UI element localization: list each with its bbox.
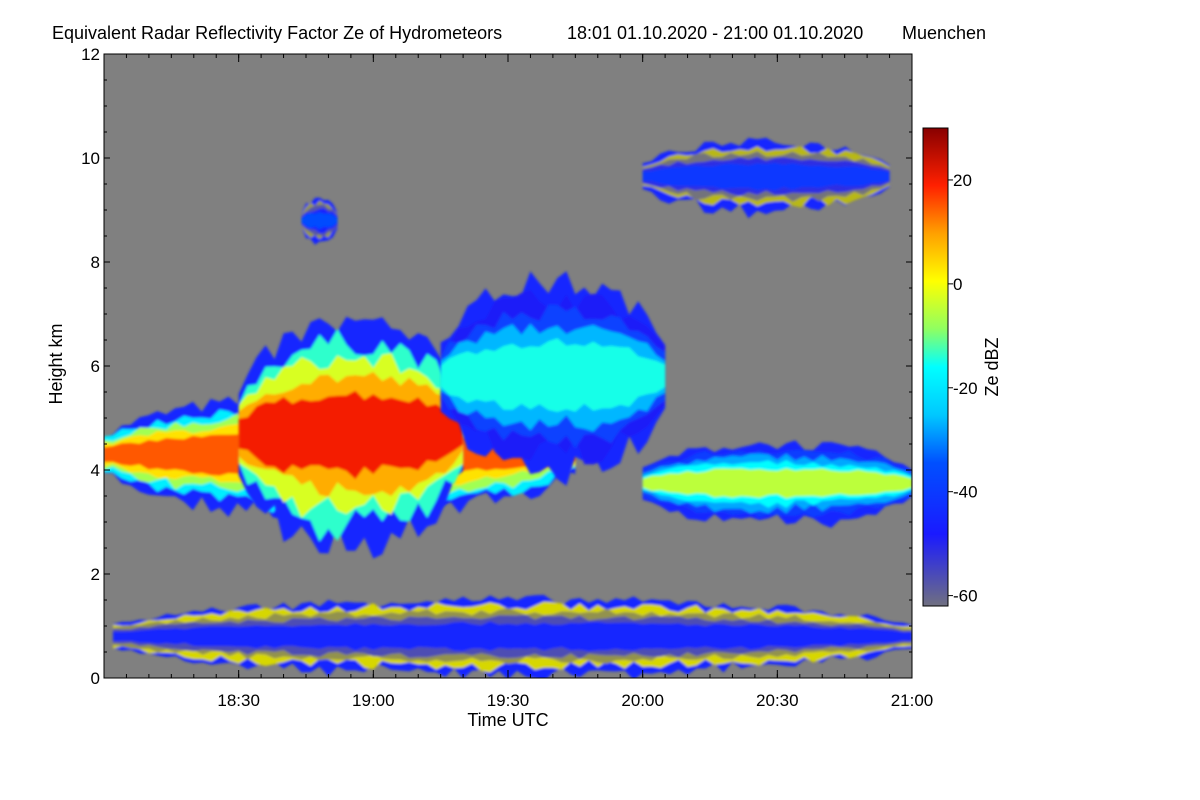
x-tick-label: 20:00 bbox=[621, 691, 664, 710]
echo-contour bbox=[238, 390, 464, 480]
y-tick-label: 8 bbox=[91, 253, 100, 272]
colorbar-tick-label: -40 bbox=[953, 483, 978, 502]
colorbar-tick-label: -20 bbox=[953, 379, 978, 398]
echo-region bbox=[113, 594, 912, 678]
echo-region bbox=[301, 197, 338, 245]
echo-contour bbox=[301, 212, 338, 230]
echo-region bbox=[238, 316, 464, 559]
y-tick-label: 12 bbox=[81, 45, 100, 64]
x-tick-label: 19:00 bbox=[352, 691, 395, 710]
colorbar-ticks: 20 0 -20 -40 -60 bbox=[948, 171, 978, 606]
echo-contour bbox=[642, 162, 890, 191]
x-axis: 18:30 19:00 19:30 20:00 20:30 21:00 bbox=[125, 54, 934, 710]
colorbar-label: Ze dBZ bbox=[982, 337, 1002, 396]
colorbar-tick-label: -60 bbox=[953, 587, 978, 606]
chart-title: Equivalent Radar Reflectivity Factor Ze … bbox=[52, 23, 502, 43]
x-tick-label: 20:30 bbox=[756, 691, 799, 710]
y-axis: 0 2 4 6 8 10 12 bbox=[81, 45, 912, 688]
y-axis-label: Height km bbox=[46, 323, 66, 404]
chart-time-range: 18:01 01.10.2020 - 21:00 01.10.2020 bbox=[567, 23, 863, 43]
echo-layer bbox=[104, 137, 912, 678]
x-axis-label: Time UTC bbox=[467, 710, 548, 730]
colorbar-tick-label: 0 bbox=[953, 275, 962, 294]
echo-region bbox=[642, 137, 890, 219]
echo-contour bbox=[440, 338, 666, 412]
echo-region bbox=[440, 271, 666, 486]
colorbar bbox=[922, 127, 949, 607]
echo-contour bbox=[113, 621, 912, 652]
y-tick-label: 4 bbox=[91, 461, 100, 480]
chart-location: Muenchen bbox=[902, 23, 986, 43]
y-tick-label: 6 bbox=[91, 357, 100, 376]
echo-contour bbox=[642, 468, 912, 499]
y-tick-label: 2 bbox=[91, 565, 100, 584]
x-tick-label: 18:30 bbox=[217, 691, 260, 710]
x-tick-label: 19:30 bbox=[487, 691, 530, 710]
y-tick-label: 0 bbox=[91, 669, 100, 688]
y-tick-label: 10 bbox=[81, 149, 100, 168]
echo-region bbox=[642, 440, 912, 528]
colorbar-tick-label: 20 bbox=[953, 171, 972, 190]
x-tick-label: 21:00 bbox=[891, 691, 934, 710]
